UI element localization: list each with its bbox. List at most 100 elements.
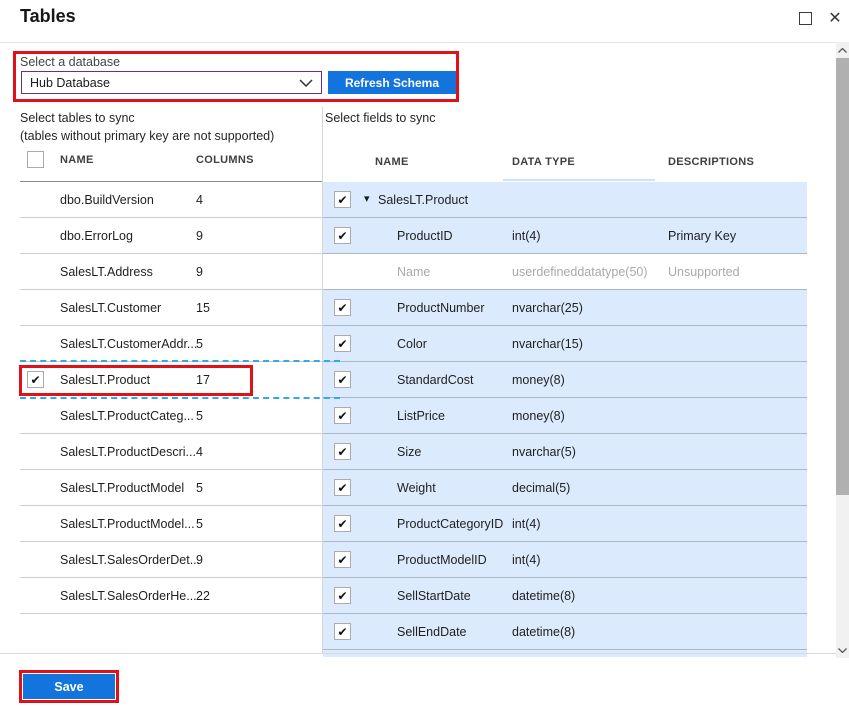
field-name: ListPrice [397, 409, 445, 423]
field-data-type: nvarchar(15) [512, 337, 583, 351]
tables-header-name: NAME [60, 154, 94, 166]
field-row[interactable]: ✔ ProductCategoryID int(4) [323, 506, 807, 542]
scrollbar-thumb[interactable] [836, 58, 849, 495]
field-data-type: int(4) [512, 229, 541, 243]
check-icon: ✔ [337, 228, 348, 243]
field-data-type: money(8) [512, 373, 565, 387]
field-group-name: SalesLT.Product [378, 193, 469, 207]
field-checkbox-checked[interactable]: ✔ [334, 227, 351, 244]
field-row[interactable]: ✔ Color nvarchar(15) [323, 326, 807, 362]
check-icon: ✔ [337, 336, 348, 351]
tables-list-header: NAME COLUMNS [20, 148, 322, 182]
close-icon: ✕ [828, 10, 842, 27]
database-label: Select a database [20, 55, 121, 69]
table-row[interactable]: SalesLT.SalesOrderHe... 22 [20, 578, 322, 614]
field-checkbox-checked[interactable]: ✔ [334, 623, 351, 640]
field-checkbox-checked[interactable]: ✔ [334, 587, 351, 604]
table-name: SalesLT.Product [60, 373, 151, 387]
field-row[interactable]: ✔ ProductNumber nvarchar(25) [323, 290, 807, 326]
database-dropdown[interactable]: Hub Database [21, 71, 322, 94]
tables-heading-line1: Select tables to sync [20, 111, 135, 125]
table-name: SalesLT.Customer [60, 301, 162, 315]
save-button[interactable]: Save [23, 674, 115, 699]
check-icon: ✔ [337, 192, 348, 207]
scrollbar-down-button[interactable] [836, 642, 849, 658]
table-name: SalesLT.ProductCateg... [60, 409, 194, 423]
collapse-arrow-icon[interactable]: ▾ [364, 193, 370, 205]
field-row[interactable]: ✔ Size nvarchar(5) [323, 434, 807, 470]
field-data-type: datetime(8) [512, 589, 576, 603]
check-icon: ✔ [337, 552, 348, 567]
table-row[interactable]: SalesLT.ProductDescri... 4 [20, 434, 322, 470]
fields-list-header: NAME DATA TYPE DESCRIPTIONS [323, 148, 807, 182]
tables-heading-line2: (tables without primary key are not supp… [20, 129, 275, 143]
field-name: ProductID [397, 229, 453, 243]
field-row[interactable]: ✔ ProductModelID int(4) [323, 542, 807, 578]
check-icon: ✔ [30, 372, 41, 387]
check-icon: ✔ [337, 624, 348, 639]
table-row[interactable]: SalesLT.CustomerAddr... 5 [20, 326, 322, 362]
field-checkbox-checked[interactable]: ✔ [334, 407, 351, 424]
field-checkbox-checked[interactable]: ✔ [334, 515, 351, 532]
fields-header-name: NAME [375, 156, 409, 168]
table-row[interactable]: dbo.BuildVersion 4 [20, 182, 322, 218]
table-checkbox-checked[interactable]: ✔ [27, 371, 44, 388]
field-name: SellStartDate [397, 589, 471, 603]
scrollbar-up-button[interactable] [836, 42, 849, 58]
select-all-tables-checkbox[interactable] [27, 151, 44, 168]
chevron-up-icon [838, 47, 847, 53]
check-icon: ✔ [337, 516, 348, 531]
field-row[interactable]: ✔ ListPrice money(8) [323, 398, 807, 434]
field-checkbox-checked[interactable]: ✔ [334, 443, 351, 460]
table-column-count: 9 [196, 265, 203, 279]
table-row[interactable]: SalesLT.SalesOrderDet... 9 [20, 542, 322, 578]
table-column-count: 5 [196, 337, 203, 351]
table-column-count: 9 [196, 229, 203, 243]
table-name: SalesLT.Address [60, 265, 153, 279]
table-name: dbo.ErrorLog [60, 229, 133, 243]
table-column-count: 5 [196, 481, 203, 495]
field-checkbox-checked[interactable]: ✔ [334, 371, 351, 388]
table-name: SalesLT.ProductModel... [60, 517, 195, 531]
field-row[interactable]: ✔ SellEndDate datetime(8) [323, 614, 807, 650]
table-row-selected[interactable]: ✔ SalesLT.Product 17 [20, 362, 322, 398]
vertical-scrollbar[interactable] [836, 42, 849, 658]
table-row[interactable]: SalesLT.ProductModel 5 [20, 470, 322, 506]
field-checkbox-checked[interactable]: ✔ [334, 191, 351, 208]
field-checkbox-checked[interactable]: ✔ [334, 335, 351, 352]
field-name: ProductCategoryID [397, 517, 504, 531]
field-checkbox-checked[interactable]: ✔ [334, 299, 351, 316]
field-data-type: int(4) [512, 517, 541, 531]
field-description: Primary Key [668, 229, 737, 243]
check-icon: ✔ [337, 588, 348, 603]
maximize-button[interactable] [795, 8, 815, 28]
maximize-icon [798, 11, 812, 25]
field-checkbox-checked[interactable]: ✔ [334, 551, 351, 568]
field-name: Size [397, 445, 422, 459]
field-row[interactable]: ✔ Weight decimal(5) [323, 470, 807, 506]
table-name: SalesLT.CustomerAddr... [60, 337, 198, 351]
field-row[interactable]: ✔ StandardCost money(8) [323, 362, 807, 398]
table-row[interactable]: SalesLT.Address 9 [20, 254, 322, 290]
table-column-count: 17 [196, 373, 210, 387]
refresh-schema-button[interactable]: Refresh Schema [328, 71, 456, 94]
field-description: Unsupported [668, 265, 740, 279]
field-row[interactable]: ✔ ProductID int(4) Primary Key [323, 218, 807, 254]
fields-header-data-type: DATA TYPE [512, 156, 575, 168]
field-checkbox-checked[interactable]: ✔ [334, 479, 351, 496]
tables-header-columns: COLUMNS [196, 154, 254, 166]
field-group-row[interactable]: ✔ ▾ SalesLT.Product [323, 182, 807, 218]
table-row[interactable]: SalesLT.ProductCateg... 5 [20, 398, 322, 434]
field-data-type: userdefineddatatype(50) [512, 265, 648, 279]
close-button[interactable]: ✕ [825, 8, 845, 28]
table-column-count: 9 [196, 553, 203, 567]
table-row[interactable]: SalesLT.ProductModel... 5 [20, 506, 322, 542]
check-icon: ✔ [337, 480, 348, 495]
table-row[interactable]: SalesLT.Customer 15 [20, 290, 322, 326]
table-row[interactable]: dbo.ErrorLog 9 [20, 218, 322, 254]
check-icon: ✔ [337, 300, 348, 315]
table-name: SalesLT.ProductDescri... [60, 445, 196, 459]
field-row[interactable]: ✔ SellStartDate datetime(8) [323, 578, 807, 614]
field-data-type: decimal(5) [512, 481, 571, 495]
table-column-count: 15 [196, 301, 210, 315]
